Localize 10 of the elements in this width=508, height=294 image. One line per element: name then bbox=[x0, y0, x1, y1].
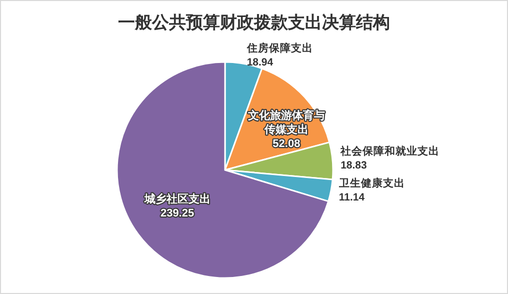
chart-title: 一般公共预算财政拨款支出决算结构 bbox=[118, 13, 390, 32]
data-label: 239.25 bbox=[160, 207, 194, 220]
data-label: 18.83 bbox=[340, 159, 368, 172]
slice-label: 社会保障和就业支出 bbox=[340, 144, 440, 158]
slice-label: 住房保障支出 bbox=[246, 42, 313, 55]
slice-label: 城乡社区支出 bbox=[143, 192, 210, 206]
data-label: 11.14 bbox=[338, 191, 365, 204]
data-label: 52.08 bbox=[272, 138, 300, 150]
data-label: 18.94 bbox=[246, 56, 274, 69]
slice-label: 卫生健康支出 bbox=[338, 176, 405, 190]
